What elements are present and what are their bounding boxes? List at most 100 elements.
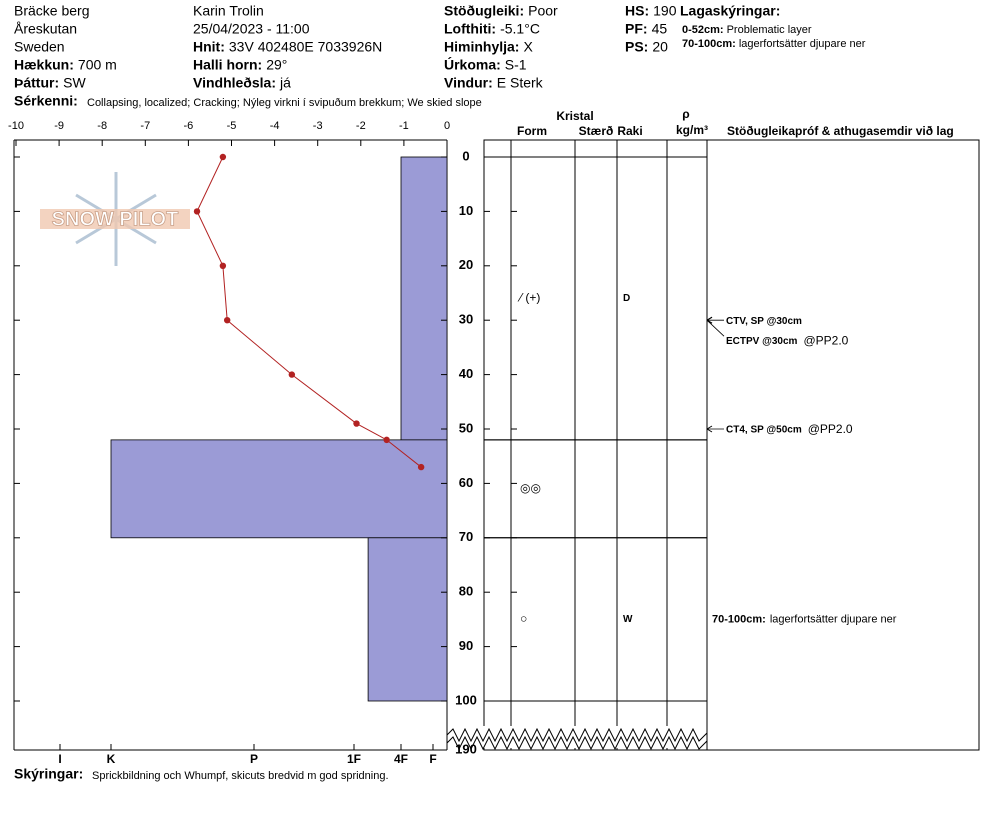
- x-tick-label: -8: [97, 120, 107, 132]
- y-tick-label: 80: [459, 584, 473, 599]
- test-text: CTV, SP @30cm: [726, 316, 802, 327]
- note-label: 0-52cm:: [682, 24, 724, 36]
- col-header: Raki: [617, 124, 642, 138]
- layer-comment: lagerfortsätter djupare ner: [770, 613, 897, 625]
- logo-band: [40, 209, 190, 229]
- col-header: Stöðugleikapróf & athugasemdir við lag: [727, 124, 954, 138]
- field-value: X: [523, 39, 533, 55]
- col-header: ρ: [682, 107, 689, 121]
- y-tick-label: 10: [459, 203, 473, 218]
- temperature-line: [196, 156, 422, 468]
- field-label: PS:: [625, 39, 648, 55]
- y-tick-label: 90: [459, 638, 473, 653]
- crystal-form: ⁄ (+): [517, 291, 540, 305]
- y-tick-label: 70: [459, 529, 473, 544]
- y-tick-label: 20: [459, 257, 473, 272]
- hardness-bar: [400, 156, 448, 441]
- hardness-tick-label: I: [58, 752, 61, 766]
- x-tick-label: -1: [399, 120, 409, 132]
- field-value: E Sterk: [497, 75, 544, 91]
- temperature-point: [219, 262, 227, 269]
- field-value: 45: [652, 21, 668, 37]
- col-header: kg/m³: [676, 123, 708, 137]
- test-extra: @PP2.0: [808, 422, 853, 436]
- temperature-point: [353, 420, 360, 427]
- y-tick-label: 100: [455, 692, 477, 707]
- x-tick-label: -6: [184, 120, 194, 132]
- field-value: SW: [63, 75, 86, 91]
- temperature-point: [417, 463, 425, 471]
- field-label: Himinhylja:: [444, 39, 519, 55]
- hardness-bar: [110, 439, 448, 539]
- moisture: W: [623, 614, 633, 625]
- observer: Karin Trolin: [193, 3, 264, 19]
- break-zigzag: [446, 727, 708, 743]
- hardness-tick-label: F: [429, 752, 436, 766]
- datetime: 25/04/2023 - 11:00: [193, 21, 310, 37]
- footer: Sprickbildning och Whumpf, skicuts bredv…: [92, 770, 389, 782]
- hardness-tick-label: 4F: [394, 752, 408, 766]
- moisture: D: [623, 293, 630, 304]
- field-value: S-1: [505, 57, 527, 73]
- field-value: 33V 402480E 7033926N: [229, 39, 382, 55]
- y-break-label: 190: [455, 741, 477, 756]
- y-tick-label: 50: [459, 420, 473, 435]
- field-label: Halli horn:: [193, 57, 262, 73]
- y-tick-label: 40: [459, 366, 473, 381]
- field-value: 20: [652, 39, 668, 55]
- x-tick-label: -10: [8, 120, 24, 132]
- location: Bräcke berg: [14, 3, 89, 19]
- temperature-point: [223, 317, 231, 324]
- x-tick-label: -2: [356, 120, 366, 132]
- field-value: 29°: [266, 57, 287, 73]
- field-value: -5.1°C: [500, 21, 540, 37]
- x-tick-label: -4: [270, 120, 280, 132]
- temperature-point: [193, 208, 201, 215]
- test-text: ECTPV @30cm: [726, 336, 798, 347]
- hardness-bar: [367, 537, 448, 702]
- y-tick-label: 60: [459, 475, 473, 490]
- field-label: HS:: [625, 3, 649, 19]
- note-value: Problematic layer: [727, 24, 812, 36]
- test-arrow: [706, 319, 725, 337]
- test-extra: @PP2.0: [803, 333, 848, 347]
- field-label: Vindur:: [444, 75, 493, 91]
- field-label: Stöðugleiki:: [444, 3, 524, 19]
- notes-title: Lagaskýringar:: [680, 3, 780, 19]
- field-value: 190: [653, 3, 677, 19]
- break-zigzag: [446, 735, 708, 751]
- field-label: Vindhleðsla:: [193, 75, 276, 91]
- features-label: Sérkenni:: [14, 93, 78, 109]
- field-value: já: [279, 75, 291, 91]
- field-value: Poor: [528, 3, 558, 19]
- note-label: 70-100cm:: [682, 38, 736, 50]
- x-tick-label: 0: [444, 120, 450, 132]
- field-label: Hnit:: [193, 39, 225, 55]
- x-tick-label: -5: [227, 120, 237, 132]
- x-tick-label: -9: [54, 120, 64, 132]
- hardness-tick-label: K: [107, 752, 116, 766]
- field-label: Þáttur:: [14, 75, 59, 91]
- hardness-tick-label: 1F: [347, 752, 361, 766]
- features: Collapsing, localized; Cracking; Nýleg v…: [87, 97, 482, 109]
- col-header: Kristal: [556, 109, 593, 123]
- test-text: CT4, SP @50cm: [726, 425, 802, 436]
- location: Åreskutan: [14, 21, 77, 37]
- x-tick-label: -7: [140, 120, 150, 132]
- arrow-head: [706, 316, 713, 324]
- footer-label: Skýringar:: [14, 766, 83, 782]
- temperature-point: [288, 371, 296, 378]
- field-label: Úrkoma:: [444, 56, 501, 73]
- arrow-head: [706, 425, 713, 433]
- x-tick-label: -3: [313, 120, 323, 132]
- table-frame: [483, 139, 980, 751]
- field-label: Hækkun:: [14, 57, 74, 73]
- crystal-form: ◎◎: [520, 481, 541, 495]
- field-value: 700 m: [78, 57, 117, 73]
- hardness-tick-label: P: [250, 752, 258, 766]
- logo-text: SNOW PILOT: [52, 208, 179, 230]
- location: Sweden: [14, 39, 65, 55]
- temperature-point: [219, 153, 227, 161]
- note-value: lagerfortsätter djupare ner: [739, 38, 866, 50]
